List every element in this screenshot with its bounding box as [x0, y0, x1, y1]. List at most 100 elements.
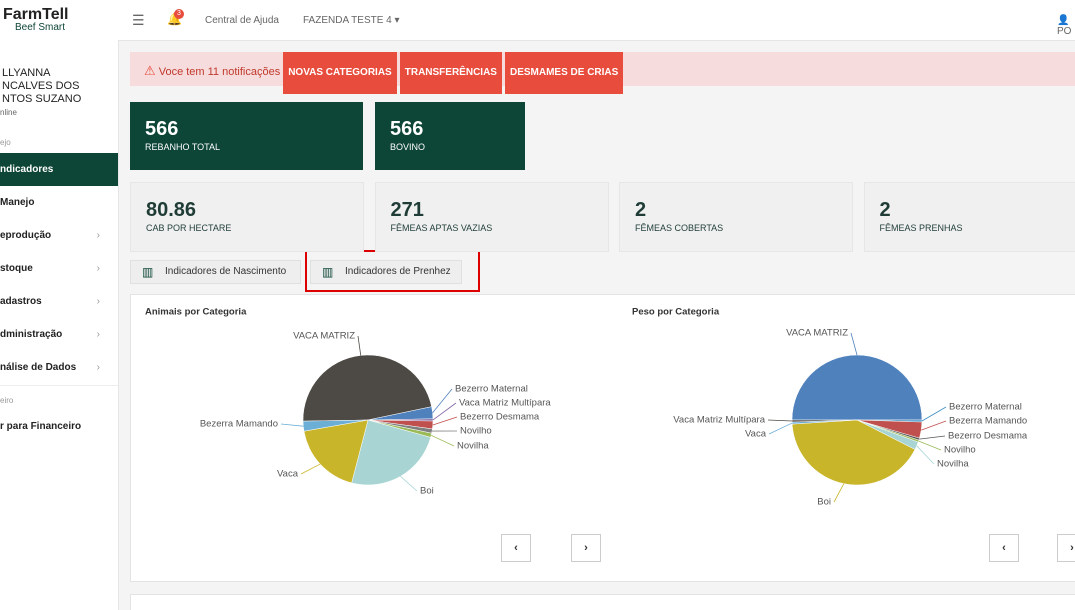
topbar: FarmTell Beef Smart ☰ 🔔 3 Central de Aju…	[0, 0, 1075, 41]
leader-line	[921, 406, 947, 422]
slice-label: Boi	[817, 497, 831, 508]
slice-label: Novilho	[944, 445, 976, 456]
farm-select[interactable]: FAZENDA TESTE 4 ▾	[303, 15, 400, 26]
stat-label: BOVINO	[390, 142, 426, 152]
menu-label: ndicadores	[0, 164, 54, 175]
stat-card: 80.86 CAB POR HECTARE	[130, 182, 364, 252]
next-panel	[130, 594, 1075, 610]
stat-value: 271	[390, 199, 424, 221]
alert: ⚠ Voce tem 11 notificações NOVAS CATEGORI…	[130, 52, 1075, 94]
leader-line	[432, 416, 458, 426]
stat-value: 566	[145, 118, 179, 140]
slice-label: VACA MATRIZ	[293, 331, 355, 342]
chevron: ›	[96, 296, 100, 307]
user-name: NCALVES DOS	[2, 80, 80, 92]
chart-title: Animais por Categoria	[145, 307, 247, 318]
nav-button[interactable]: ›	[1057, 534, 1075, 562]
slice-label: Bezerra Mamando	[200, 419, 278, 430]
badge: 3	[174, 9, 184, 19]
slice-label: Novilho	[460, 426, 492, 437]
leader-line	[918, 440, 942, 451]
stat-value: 80.86	[146, 199, 197, 221]
menu-label: nálise de Dados	[0, 362, 77, 373]
stat-value: 566	[390, 118, 424, 140]
tab-icon: ▥	[142, 265, 154, 279]
stat-value: 2	[879, 199, 891, 221]
pie-slice	[302, 419, 369, 432]
leader-line	[916, 445, 935, 465]
pie-slice	[303, 419, 369, 484]
pie-slice	[302, 354, 432, 422]
user-name: LLYANNA	[2, 67, 51, 79]
slice-label: Novilha	[937, 459, 969, 470]
leader-line	[768, 422, 793, 435]
alert-button[interactable]: DESMAMES DE CRIAS	[504, 52, 624, 94]
menu-label: stoque	[0, 263, 33, 274]
nav-button[interactable]: ›	[571, 534, 601, 562]
menu-item[interactable]: dministração ›	[0, 318, 118, 373]
leader-line	[357, 335, 362, 356]
stat-card: 2 FÊMEAS COBERTAS	[619, 182, 853, 252]
slice-label: Vaca	[277, 469, 299, 480]
stat-label: FÊMEAS COBERTAS	[635, 223, 724, 233]
stat-card: 566 REBANHO TOTAL	[130, 102, 363, 170]
tab-label: Indicadores de Nascimento	[165, 266, 287, 277]
nav-button[interactable]: ‹	[989, 534, 1019, 562]
leader-line	[767, 419, 793, 422]
menu-item[interactable]: Manejo ›	[0, 186, 118, 241]
menu-label: eprodução	[0, 230, 52, 241]
slice-label: Bezerro Desmama	[460, 412, 540, 423]
tab-icon: ▥	[322, 265, 334, 279]
menu-toggle[interactable]: ☰	[132, 12, 145, 28]
tab-label: Indicadores de Prenhez	[345, 266, 451, 277]
menu-item[interactable]: nálise de Dados	[0, 351, 118, 384]
menu-label: adastros	[0, 296, 42, 307]
user-name: NTOS SUZANO	[2, 93, 82, 105]
pie-slice	[791, 419, 916, 486]
slice-label: Vaca	[745, 429, 767, 440]
menu-item[interactable]: adastros ›	[0, 285, 118, 340]
leader-line	[432, 388, 453, 414]
chart-title: Peso por Categoria	[632, 307, 720, 318]
logo-sub: Beef Smart	[15, 22, 66, 33]
slice-label: Bezerra Mamando	[949, 416, 1027, 427]
slice-label: VACA MATRIZ	[786, 328, 848, 339]
alert-text: Voce tem 11 notificações	[158, 66, 281, 78]
leader-line	[850, 332, 858, 356]
user-menu[interactable]: 👤PO	[1057, 15, 1072, 37]
slice-label: Vaca Matriz Multípara	[459, 398, 551, 409]
tab[interactable]: ▥ Indicadores de Prenhez	[310, 260, 462, 284]
divider	[0, 385, 118, 386]
slice-label: Vaca Matriz Multípara	[673, 415, 765, 426]
tab[interactable]: ▥ Indicadores de Nascimento	[130, 260, 301, 284]
menu-item[interactable]: r para Financeiro	[0, 421, 82, 432]
section: ejo	[0, 138, 11, 147]
stat-label: REBANHO TOTAL	[145, 142, 221, 152]
logo: FarmTell	[3, 6, 69, 23]
slice-label: Bezerro Desmama	[948, 431, 1028, 442]
chevron: ›	[96, 230, 100, 241]
status: nline	[0, 108, 17, 117]
stat-label: CAB POR HECTARE	[146, 223, 232, 233]
alert-button[interactable]: TRANSFERÊNCIAS	[399, 52, 502, 94]
help-link[interactable]: Central de Ajuda	[205, 15, 279, 26]
user: PO	[1057, 26, 1072, 37]
section: eiro	[0, 396, 14, 405]
alert-button[interactable]: NOVAS CATEGORIAS	[283, 52, 397, 94]
stat-value: 2	[635, 199, 647, 221]
leader-line	[432, 402, 457, 421]
leader-line	[300, 463, 321, 475]
pie-slice	[791, 354, 923, 421]
sidebar: LLYANNA NCALVES DOS NTOS SUZANO nline ejo ndi…	[0, 40, 119, 610]
leader-line	[833, 483, 845, 503]
menu-item[interactable]: stoque ›	[0, 252, 118, 307]
slice-label: Bezerro Maternal	[949, 402, 1022, 413]
menu-label: dministração	[0, 329, 63, 340]
nav-button[interactable]: ‹	[501, 534, 531, 562]
leader-line	[431, 434, 455, 447]
leader-line	[400, 476, 418, 492]
menu-item[interactable]: eprodução ›	[0, 219, 118, 274]
pie-slice	[791, 419, 858, 423]
slice-label: Novilha	[457, 441, 489, 452]
menu-item[interactable]: ndicadores	[0, 153, 118, 186]
